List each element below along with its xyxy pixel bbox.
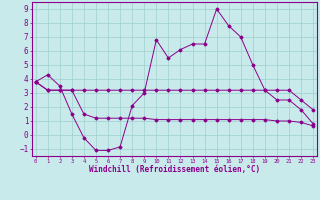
X-axis label: Windchill (Refroidissement éolien,°C): Windchill (Refroidissement éolien,°C): [89, 165, 260, 174]
